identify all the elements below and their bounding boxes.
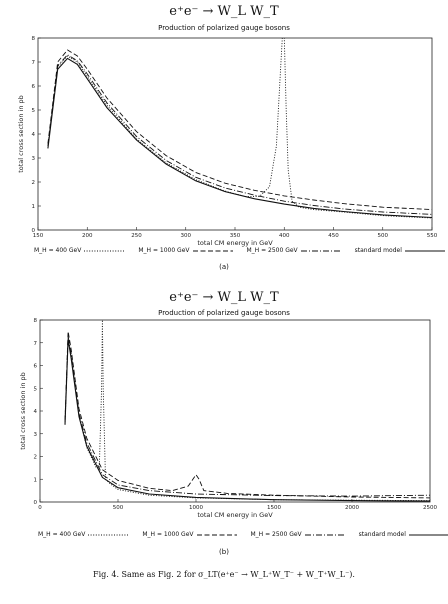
chart-a-subtitle: Production of polarized gauge bosons (158, 24, 290, 32)
legend-swatch (192, 250, 233, 251)
legend-swatch (408, 534, 448, 535)
series-line-dashed (47, 49, 432, 211)
chart-a-legend: M_H = 400 GeV M_H = 1000 GeV M_H = 2500 Ge… (34, 247, 448, 254)
y-tick-label: 6 (34, 364, 38, 370)
legend-swatch (304, 534, 345, 535)
series-line-solid (64, 339, 430, 502)
y-tick-label: 7 (34, 341, 38, 347)
legend-swatch (88, 534, 129, 535)
legend-label: M_H = 400 GeV (34, 247, 82, 254)
series-line-dashdot (64, 335, 430, 497)
x-tick-label: 500 (113, 505, 124, 511)
y-tick-label: 8 (34, 318, 38, 324)
x-axis-label: total CM energy in GeV (197, 511, 273, 519)
chart-a-title: e⁺e⁻ → W_L W_T (169, 4, 279, 19)
series-line-dotted (47, 38, 432, 219)
legend-label: M_H = 400 GeV (38, 531, 86, 538)
chart-b: 0 500 1000 1500 2000 2500 0 1 2 3 4 5 6 7 8 total CM en… (19, 318, 437, 519)
chart-b-panel-label: (b) (219, 548, 229, 556)
y-tick-label: 4 (34, 409, 38, 415)
legend-item: M_H = 400 GeV (38, 531, 129, 538)
y-tick-label: 2 (32, 180, 36, 186)
x-tick-label: 500 (378, 233, 389, 239)
y-tick-label: 8 (32, 36, 36, 42)
chart-a-panel-label: (a) (219, 263, 229, 271)
y-tick-label: 1 (34, 477, 38, 483)
chart-b-subtitle: Production of polarized gauge bosons (158, 309, 290, 317)
legend-swatch (300, 250, 341, 251)
x-axis-label: total CM energy in GeV (197, 239, 273, 247)
legend-label: M_H = 1000 GeV (138, 247, 190, 254)
chart-b-legend: M_H = 400 GeV M_H = 1000 GeV M_H = 2500 Ge… (38, 531, 448, 538)
legend-swatch (196, 534, 237, 535)
x-tick-label: 0 (38, 505, 42, 511)
x-tick-label: 2000 (345, 505, 359, 511)
legend-swatch (84, 250, 125, 251)
legend-label: M_H = 2500 GeV (246, 247, 298, 254)
legend-item: M_H = 2500 GeV (247, 247, 341, 254)
x-tick-label: 550 (427, 233, 438, 239)
y-tick-label: 5 (34, 386, 38, 392)
x-tick-label: 2500 (423, 505, 437, 511)
y-tick-label: 2 (34, 455, 38, 461)
y-tick-label: 5 (32, 108, 36, 114)
legend-item: M_H = 1000 GeV (142, 531, 237, 538)
x-tick-label: 450 (328, 233, 339, 239)
y-tick-label: 3 (34, 432, 38, 438)
legend-label: standard model (354, 247, 402, 254)
y-tick-label: 1 (32, 204, 36, 210)
legend-item: standard model (355, 247, 445, 254)
legend-item: M_H = 400 GeV (34, 247, 125, 254)
series-line-dotted (64, 320, 430, 502)
series-line-dashed (64, 331, 430, 499)
legend-swatch (404, 250, 445, 251)
chart-b-title: e⁺e⁻ → W_L W_T (169, 290, 279, 305)
x-tick-label: 300 (181, 233, 192, 239)
y-tick-label: 7 (32, 60, 36, 66)
x-tick-label: 1500 (267, 505, 281, 511)
y-tick-label: 0 (34, 500, 38, 506)
y-tick-label: 0 (32, 228, 36, 234)
legend-item: M_H = 1000 GeV (138, 247, 233, 254)
x-tick-label: 200 (82, 233, 93, 239)
y-axis-label: total cross section in pb (17, 95, 25, 173)
plot-frame (39, 319, 431, 503)
y-axis-label: total cross section in pb (19, 372, 27, 450)
legend-item: standard model (359, 531, 448, 538)
x-tick-label: 1000 (189, 505, 203, 511)
legend-label: standard model (358, 531, 406, 538)
x-tick-label: 350 (230, 233, 241, 239)
x-tick-label: 150 (33, 233, 44, 239)
x-tick-label: 400 (279, 233, 290, 239)
y-tick-label: 4 (32, 132, 36, 138)
legend-label: M_H = 1000 GeV (142, 531, 194, 538)
plot-frame (37, 37, 433, 231)
legend-item: M_H = 2500 GeV (251, 531, 345, 538)
chart-a: 150 200 250 300 350 400 450 500 550 0 1 2 3 4 5 6 7 8 tota… (17, 36, 438, 247)
y-tick-label: 3 (32, 156, 36, 162)
x-tick-label: 250 (131, 233, 142, 239)
y-tick-label: 6 (32, 84, 36, 90)
series-line-dashdot (47, 54, 432, 215)
legend-label: M_H = 2500 GeV (250, 531, 302, 538)
series-line-solid (47, 57, 432, 219)
figure-caption: Fig. 4. Same as Fig. 2 for σ_LT(e⁺e⁻ → W… (93, 570, 355, 579)
